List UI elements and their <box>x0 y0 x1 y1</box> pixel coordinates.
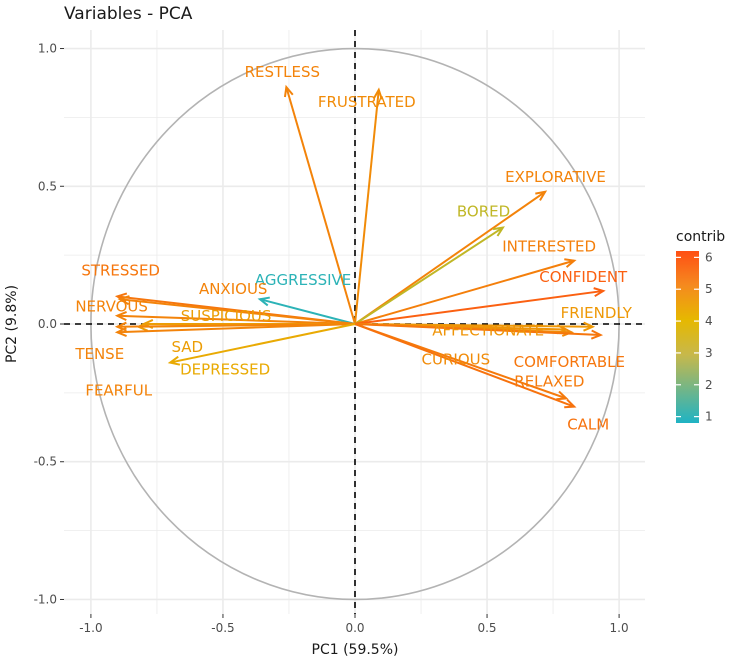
arrowhead-explorative <box>535 190 548 201</box>
legend-tick-label: 3 <box>705 346 713 360</box>
label-affectionate: AFFECTIONATE <box>432 322 544 340</box>
y-tick-label: 0.5 <box>38 179 57 193</box>
label-fearful: FEARFUL <box>85 381 152 399</box>
label-depressed: DEPRESSED <box>180 361 270 379</box>
label-aggressive: AGGRESSIVE <box>255 271 351 289</box>
arrow-bored <box>354 226 504 325</box>
arrowhead-calm <box>564 398 577 409</box>
arrowhead-aggressive <box>257 296 270 307</box>
arrow-depressed <box>169 323 356 364</box>
arrow-comfortable <box>354 323 601 337</box>
arrowhead-confident <box>593 287 606 298</box>
label-interested: INTERESTED <box>502 238 596 256</box>
legend-title: contrib <box>676 229 725 245</box>
label-sad: SAD <box>171 338 203 356</box>
label-stressed: STRESSED <box>81 261 160 279</box>
plot-panel: -1.0 -0.5 0.0 0.5 1.0 -1.0 -0.5 0.0 0.5 1.0 RESTLE… <box>34 30 645 635</box>
arrowhead-fearful <box>114 326 127 337</box>
y-tick-label: 1.0 <box>38 42 57 56</box>
arrowhead-depressed <box>167 355 181 366</box>
arrow-confident <box>354 289 604 325</box>
label-tense: TENSE <box>74 345 124 363</box>
label-suspicious: SUSPICIOUS <box>181 307 272 325</box>
label-comfortable: COMFORTABLE <box>514 353 625 371</box>
x-tick-label: 0.5 <box>477 621 496 635</box>
arrowhead-friendly <box>583 321 596 332</box>
y-tick-label: 0.0 <box>38 317 57 331</box>
label-relaxed: RELAXED <box>514 372 584 390</box>
arrowhead-interested <box>564 258 577 268</box>
label-frustrated: FRUSTRATED <box>318 93 416 111</box>
legend-tick-label: 2 <box>705 378 713 392</box>
legend-tick-label: 1 <box>705 410 713 424</box>
label-bored: BORED <box>457 203 510 221</box>
x-axis-label: PC1 (59.5%) <box>312 642 399 658</box>
arrow-fearful <box>117 323 356 334</box>
label-restless: RESTLESS <box>245 63 320 81</box>
legend: contrib 1 2 3 4 5 6 <box>676 229 725 424</box>
legend-colorbar <box>676 251 699 423</box>
label-friendly: FRIENDLY <box>561 304 633 322</box>
x-tick-label: -1.0 <box>79 621 102 635</box>
arrowhead-anxious <box>117 295 130 306</box>
arrowhead-curious <box>561 326 575 337</box>
x-tick-label: -0.5 <box>211 621 234 635</box>
label-explorative: EXPLORATIVE <box>505 168 606 186</box>
x-tick-label: 1.0 <box>610 621 629 635</box>
label-anxious: ANXIOUS <box>199 280 268 298</box>
arrowhead-frustrated <box>372 87 383 100</box>
arrow-calm <box>354 323 575 408</box>
arrowhead-nervous <box>114 311 127 322</box>
arrow-frustrated <box>354 89 380 325</box>
y-tick-label: -0.5 <box>34 455 57 469</box>
arrow-explorative <box>354 190 546 325</box>
y-axis-label: PC2 (9.8%) <box>4 285 20 363</box>
label-confident: CONFIDENT <box>539 268 628 286</box>
arrowhead-restless <box>283 84 294 98</box>
x-tick-label: 0.0 <box>345 621 364 635</box>
label-curious: CURIOUS <box>422 350 491 368</box>
arrow-nervous <box>117 314 356 325</box>
chart-title: Variables - PCA <box>64 4 193 24</box>
arrow-anxious <box>119 298 356 325</box>
y-tick-label: -1.0 <box>34 592 57 606</box>
arrow-aggressive <box>259 298 356 325</box>
arrowhead-relaxed <box>556 390 569 401</box>
legend-tick-label: 5 <box>705 282 713 296</box>
legend-tick-label: 6 <box>705 250 713 264</box>
label-nervous: NERVOUS <box>75 298 148 316</box>
legend-tick-label: 4 <box>705 314 713 328</box>
arrow-interested <box>354 259 575 325</box>
arrowhead-comfortable <box>590 329 604 340</box>
arrow-restless <box>285 86 356 325</box>
arrowhead-bored <box>492 226 505 237</box>
label-calm: CALM <box>567 416 609 434</box>
